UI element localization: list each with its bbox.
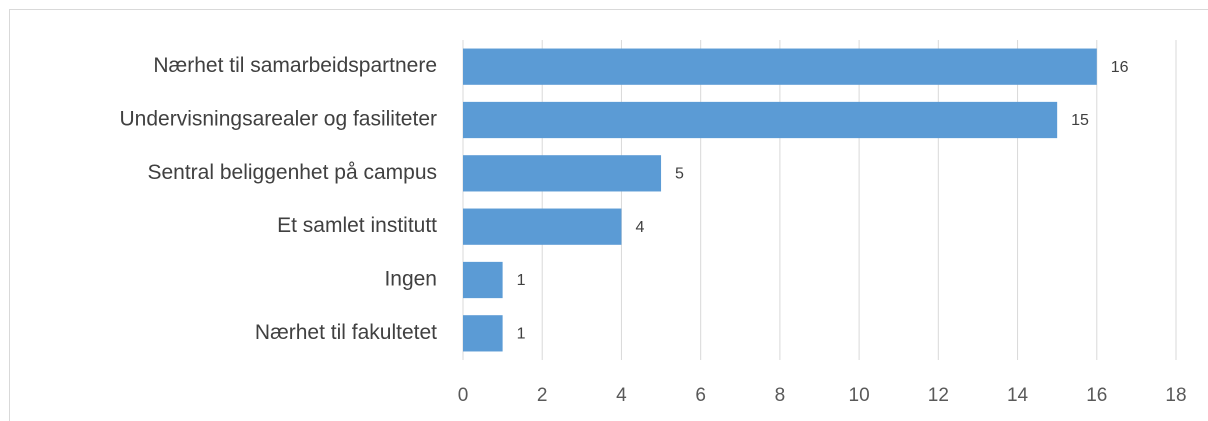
bar: [463, 208, 622, 245]
y-tick-label: Undervisningsarealer og fasiliteter: [120, 108, 438, 131]
data-label: 16: [1111, 59, 1129, 76]
bar: [463, 261, 503, 299]
x-tick-label: 2: [537, 385, 548, 406]
x-tick-label: 12: [928, 385, 949, 406]
data-label: 1: [517, 326, 526, 343]
bar: [463, 48, 1097, 85]
data-label: 15: [1071, 112, 1089, 129]
x-tick-label: 10: [849, 385, 870, 406]
data-label: 5: [675, 166, 684, 183]
x-tick-label: 18: [1165, 385, 1186, 406]
y-tick-label: Et samlet institutt: [277, 214, 437, 237]
bar: [463, 155, 662, 192]
data-label: 1: [517, 272, 526, 289]
y-tick-label: Ingen: [384, 268, 437, 291]
x-tick-label: 14: [1007, 385, 1029, 406]
x-tick-label: 4: [616, 385, 627, 406]
x-tick-label: 6: [695, 385, 706, 406]
data-label: 4: [635, 219, 644, 236]
y-tick-label: Nærhet til samarbeidspartnere: [153, 54, 437, 77]
y-tick-label: Nærhet til fakultetet: [255, 321, 437, 344]
x-tick-label: 0: [458, 385, 469, 406]
y-tick-label: Sentral beliggenhet på campus: [147, 161, 437, 184]
x-tick-label: 16: [1086, 385, 1107, 406]
bar: [463, 315, 503, 352]
bar: [463, 101, 1058, 139]
x-tick-label: 8: [775, 385, 786, 406]
